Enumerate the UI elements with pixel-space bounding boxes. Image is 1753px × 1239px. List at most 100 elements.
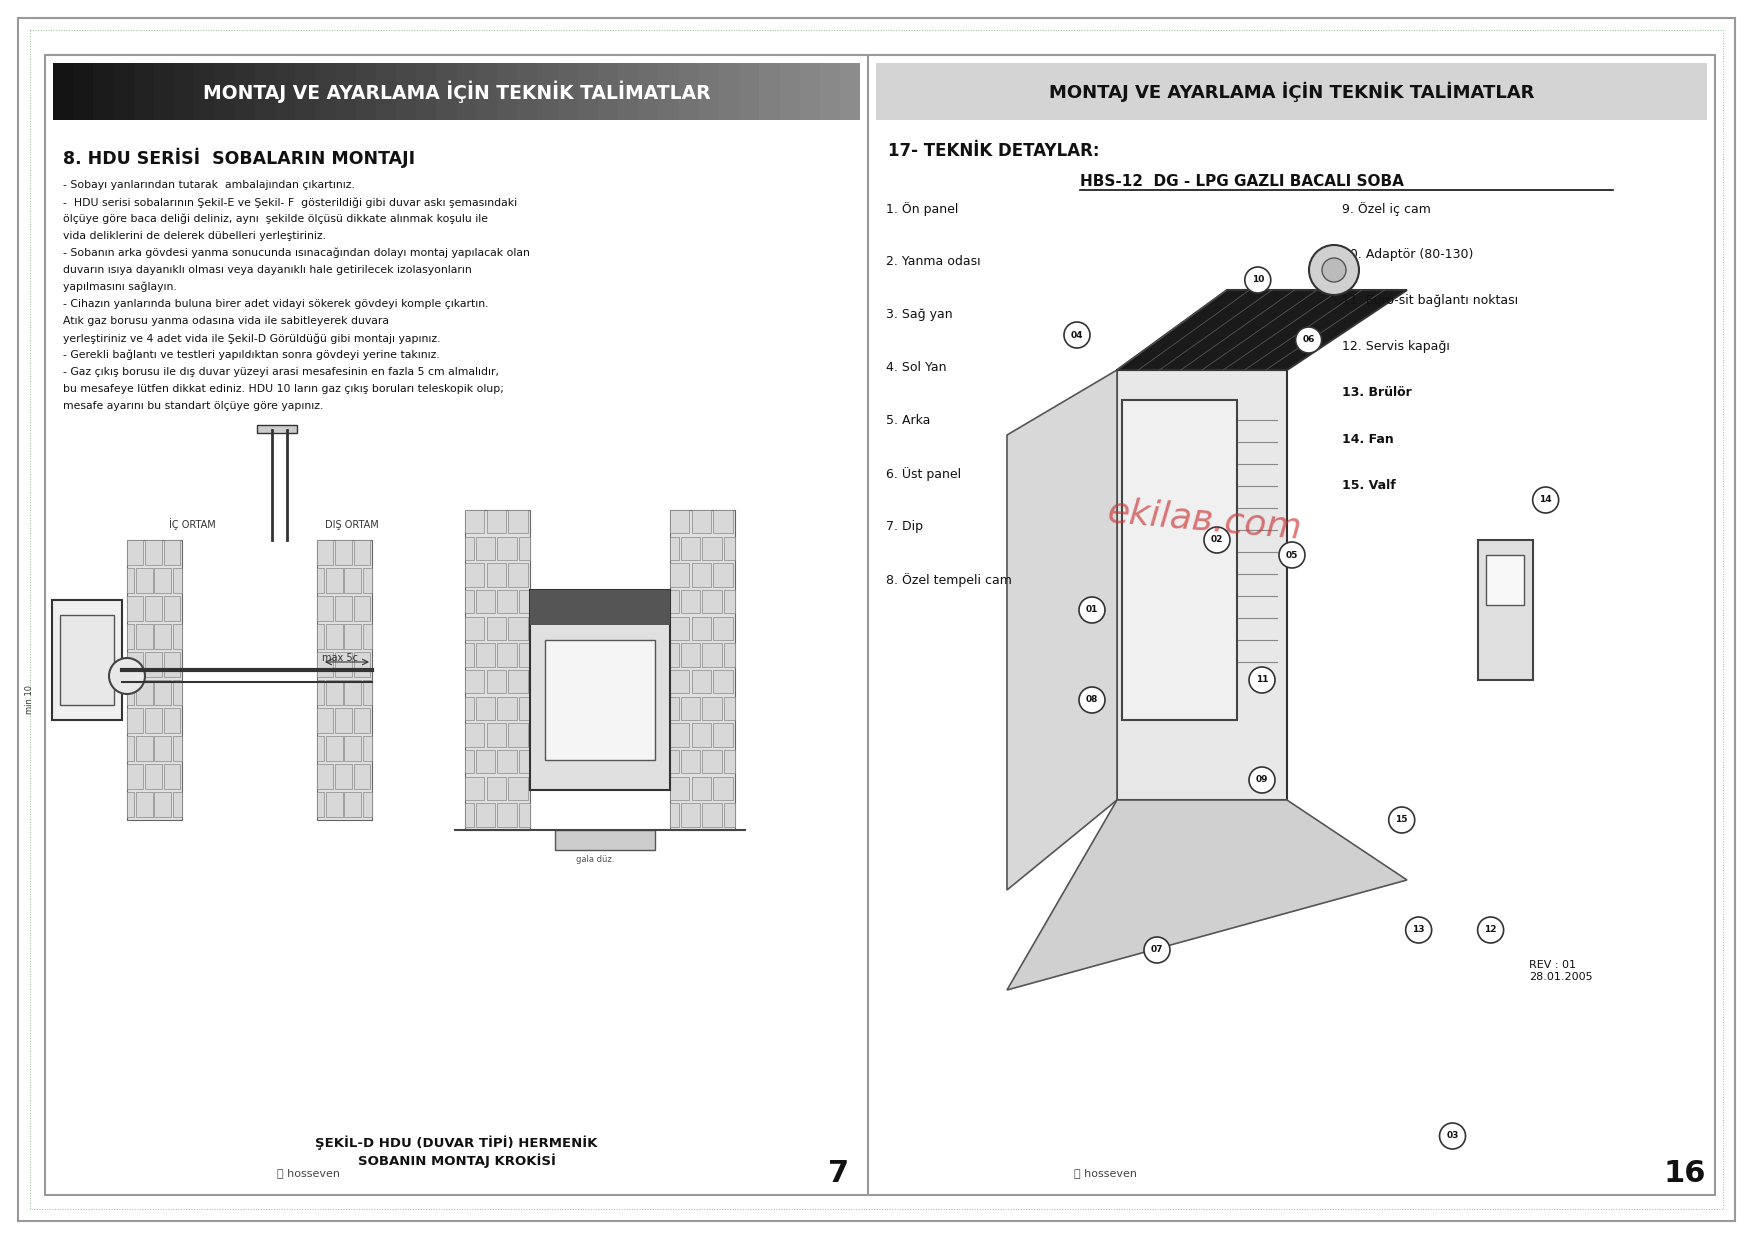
Bar bbox=[1487, 555, 1523, 605]
Text: 13. Brülör: 13. Brülör bbox=[1343, 387, 1413, 399]
Bar bbox=[317, 792, 324, 817]
Bar bbox=[163, 764, 181, 789]
Text: - Sobanın arka gövdesi yanma sonucunda ısınacağından dolayı montaj yapılacak ola: - Sobanın arka gövdesi yanma sonucunda ı… bbox=[63, 248, 529, 259]
Text: yerleştiriniz ve 4 adet vida ile Şekil-D Görüldüğü gibi montajı yapınız.: yerleştiriniz ve 4 adet vida ile Şekil-D… bbox=[63, 333, 440, 343]
Bar bbox=[670, 670, 689, 694]
Bar bbox=[670, 803, 678, 826]
Bar bbox=[678, 63, 699, 120]
Bar bbox=[724, 536, 735, 560]
Bar bbox=[713, 617, 733, 641]
Text: 07: 07 bbox=[1150, 945, 1164, 954]
Bar bbox=[326, 680, 342, 705]
Bar bbox=[487, 617, 507, 641]
Bar bbox=[137, 792, 153, 817]
Bar bbox=[174, 680, 182, 705]
Bar bbox=[316, 63, 335, 120]
Bar bbox=[713, 777, 733, 800]
Bar bbox=[335, 764, 352, 789]
Bar bbox=[465, 643, 473, 667]
Circle shape bbox=[1309, 245, 1359, 295]
Bar bbox=[345, 680, 361, 705]
Bar bbox=[345, 792, 361, 817]
Bar bbox=[703, 536, 722, 560]
Bar bbox=[335, 596, 352, 621]
Bar bbox=[508, 510, 528, 534]
Text: ŞEKİL-D HDU (DUVAR TİPİ) HERMENİK: ŞEKİL-D HDU (DUVAR TİPİ) HERMENİK bbox=[316, 1135, 598, 1150]
Text: bu mesafeye lütfen dikkat ediniz. HDU 10 ların gaz çıkış boruları teleskopik olu: bu mesafeye lütfen dikkat ediniz. HDU 10… bbox=[63, 384, 503, 394]
Bar bbox=[317, 624, 324, 649]
Bar bbox=[456, 63, 477, 120]
Circle shape bbox=[1388, 807, 1415, 833]
Bar bbox=[724, 750, 735, 773]
Bar bbox=[659, 63, 678, 120]
Bar bbox=[465, 777, 484, 800]
Bar bbox=[475, 536, 494, 560]
Bar bbox=[876, 63, 1707, 120]
Bar bbox=[517, 63, 538, 120]
Bar bbox=[145, 652, 161, 676]
Bar bbox=[295, 63, 316, 120]
Bar bbox=[670, 724, 689, 747]
Text: max 5c: max 5c bbox=[323, 653, 358, 663]
Bar bbox=[498, 696, 517, 720]
Text: ⓗ hosseven: ⓗ hosseven bbox=[277, 1168, 340, 1178]
Bar bbox=[508, 777, 528, 800]
Text: 8. Özel tempeli cam: 8. Özel tempeli cam bbox=[887, 572, 1011, 587]
Bar bbox=[126, 652, 144, 676]
Bar bbox=[508, 617, 528, 641]
Bar bbox=[487, 777, 507, 800]
Text: HBS-12  DG - LPG GAZLI BACALI SOBA: HBS-12 DG - LPG GAZLI BACALI SOBA bbox=[1080, 173, 1404, 190]
Text: 14. Fan: 14. Fan bbox=[1343, 432, 1394, 446]
Text: 03: 03 bbox=[1446, 1131, 1458, 1141]
Text: -  HDU serisi sobalarının Şekil-E ve Şekil- F  gösterildiği gibi duvar askı şema: - HDU serisi sobalarının Şekil-E ve Şeki… bbox=[63, 197, 517, 207]
Bar bbox=[487, 564, 507, 587]
Text: 9. Özel iç cam: 9. Özel iç cam bbox=[1343, 202, 1432, 216]
Bar bbox=[174, 567, 182, 592]
Bar bbox=[258, 425, 296, 432]
Bar bbox=[703, 803, 722, 826]
Bar bbox=[691, 670, 712, 694]
Bar bbox=[498, 803, 517, 826]
Bar bbox=[317, 567, 324, 592]
Bar bbox=[363, 567, 372, 592]
Text: 11. Euro-sit bağlantı noktası: 11. Euro-sit bağlantı noktası bbox=[1343, 294, 1518, 307]
Text: 04: 04 bbox=[1071, 331, 1083, 339]
Bar bbox=[154, 680, 172, 705]
Text: MONTAJ VE AYARLAMA İÇİN TEKNİK TALİMATLAR: MONTAJ VE AYARLAMA İÇİN TEKNİK TALİMATLA… bbox=[1048, 82, 1534, 102]
Bar bbox=[691, 617, 712, 641]
Bar bbox=[317, 652, 333, 676]
Bar bbox=[498, 63, 517, 120]
Bar bbox=[740, 63, 759, 120]
Bar bbox=[759, 63, 780, 120]
Text: DIŞ ORTAM: DIŞ ORTAM bbox=[324, 520, 379, 530]
Bar bbox=[126, 792, 135, 817]
Circle shape bbox=[1532, 487, 1558, 513]
Bar bbox=[154, 736, 172, 761]
Bar bbox=[713, 510, 733, 534]
Text: ekilaв.com: ekilaв.com bbox=[1106, 494, 1302, 545]
Bar bbox=[529, 590, 670, 624]
Bar bbox=[235, 63, 254, 120]
Bar bbox=[335, 652, 352, 676]
Bar bbox=[154, 63, 174, 120]
Bar bbox=[538, 63, 557, 120]
Bar bbox=[703, 643, 722, 667]
Bar bbox=[508, 564, 528, 587]
Text: 12. Servis kapağı: 12. Servis kapağı bbox=[1343, 341, 1450, 353]
Bar bbox=[137, 567, 153, 592]
Bar bbox=[275, 63, 295, 120]
Text: 4. Sol Yan: 4. Sol Yan bbox=[887, 361, 947, 374]
Bar bbox=[436, 63, 456, 120]
Text: 1. Ön panel: 1. Ön panel bbox=[887, 202, 959, 216]
Bar bbox=[174, 624, 182, 649]
Text: 7: 7 bbox=[827, 1158, 848, 1187]
Text: - Sobayı yanlarından tutarak  ambalajından çıkartınız.: - Sobayı yanlarından tutarak ambalajında… bbox=[63, 180, 354, 190]
Circle shape bbox=[1478, 917, 1504, 943]
Bar bbox=[670, 696, 678, 720]
Bar bbox=[126, 567, 135, 592]
Bar bbox=[354, 596, 370, 621]
Bar bbox=[519, 696, 529, 720]
Text: 05: 05 bbox=[1285, 550, 1299, 560]
Circle shape bbox=[1080, 597, 1104, 623]
Bar bbox=[475, 803, 494, 826]
